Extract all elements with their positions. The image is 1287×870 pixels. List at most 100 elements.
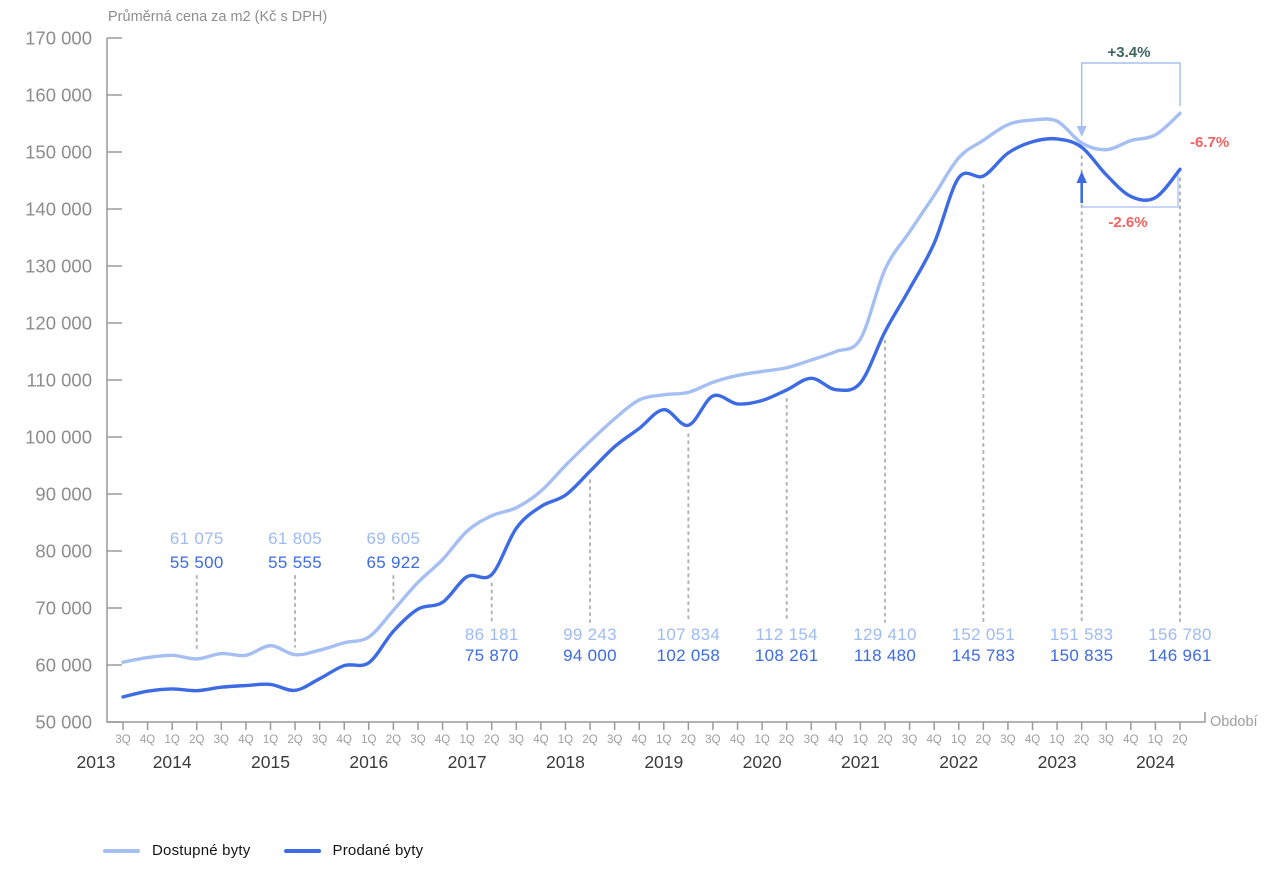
quarter-label: 1Q <box>754 734 769 746</box>
quarter-label: 2Q <box>877 734 892 746</box>
quarter-label: 1Q <box>164 734 179 746</box>
quarter-label: 4Q <box>435 734 450 746</box>
arrow-down-icon <box>1076 126 1087 137</box>
available-series-line <box>121 111 1182 664</box>
y-tick-label: 110 000 <box>27 370 93 391</box>
sold-value-label: 145 783 <box>952 646 1016 665</box>
available-change-bracket <box>1080 62 1181 128</box>
year-label: 2023 <box>1038 752 1077 772</box>
year-label: 2021 <box>841 752 880 772</box>
year-label: 2015 <box>251 752 290 772</box>
y-tick-label: 140 000 <box>25 199 92 220</box>
annotation-sold-change: -2.6% <box>1108 214 1147 231</box>
quarter-label: 1Q <box>1148 734 1163 746</box>
quarter-label: 2Q <box>976 734 991 746</box>
sold-line-swatch <box>283 848 321 853</box>
quarter-label: 2Q <box>189 734 204 746</box>
quarter-label: 3Q <box>804 734 819 746</box>
annotation-gap: -6.7% <box>1190 134 1229 151</box>
y-tick-label: 150 000 <box>25 142 92 163</box>
quarter-label: 2Q <box>681 734 696 746</box>
quarter-label: 3Q <box>902 734 917 746</box>
quarter-label: 4Q <box>1123 734 1138 746</box>
available-value-label: 61 075 <box>170 529 224 548</box>
quarter-label: 3Q <box>410 734 425 746</box>
available-value-label: 152 051 <box>952 625 1016 644</box>
year-label: 2014 <box>153 752 192 772</box>
y-tick-label: 130 000 <box>25 256 92 277</box>
year-label: 2018 <box>546 752 585 772</box>
sold-value-label: 108 261 <box>755 646 819 665</box>
quarter-label: 1Q <box>1049 734 1064 746</box>
y-tick-label: 120 000 <box>25 313 92 334</box>
available-value-label: 107 834 <box>657 625 721 644</box>
annotations: +3.4% -2.6% -6.7% <box>1076 44 1229 231</box>
value-labels: 61 075 55 500 61 805 55 555 69 605 65 922 86 1… <box>170 529 1212 665</box>
y-tick-label: 160 000 <box>25 85 92 106</box>
sold-value-label: 55 500 <box>170 553 224 572</box>
y-tick-label: 70 000 <box>35 598 92 619</box>
arrow-up-icon <box>1076 171 1087 183</box>
available-line-swatch <box>103 848 140 853</box>
sold-value-label: 55 555 <box>268 553 322 572</box>
year-label: 2022 <box>939 752 978 772</box>
quarter-label: 4Q <box>337 734 352 746</box>
quarter-label: 1Q <box>853 734 868 746</box>
sold-value-label: 146 961 <box>1148 646 1212 665</box>
sold-value-label: 118 480 <box>854 646 916 665</box>
quarter-label: 1Q <box>263 734 278 746</box>
year-label: 2017 <box>448 752 487 772</box>
available-value-label: 99 243 <box>563 625 617 644</box>
year-label: 2016 <box>349 752 388 772</box>
quarter-label: 4Q <box>533 734 548 746</box>
quarter-label: 2Q <box>287 734 302 746</box>
axes: 170 000 160 000 150 000 140 000 130 000 120 0… <box>25 28 1206 772</box>
x-axis-title: Období <box>1210 714 1258 730</box>
y-tick-label: 100 000 <box>25 427 92 448</box>
sold-value-label: 75 870 <box>465 646 519 665</box>
y-tick-label: 80 000 <box>35 541 92 562</box>
quarter-label: 3Q <box>509 734 524 746</box>
available-value-label: 69 605 <box>366 529 420 548</box>
year-label: 2024 <box>1136 752 1175 772</box>
available-value-label: 61 805 <box>268 529 322 548</box>
available-value-label: 86 181 <box>465 625 519 644</box>
available-value-label: 112 154 <box>756 625 818 644</box>
available-value-label: 156 780 <box>1148 625 1212 644</box>
quarter-label: 4Q <box>927 734 942 746</box>
available-value-label: 151 583 <box>1050 625 1114 644</box>
quarter-label: 1Q <box>459 734 474 746</box>
quarter-label: 3Q <box>607 734 622 746</box>
quarter-label: 4Q <box>828 734 843 746</box>
quarter-label: 4Q <box>730 734 745 746</box>
quarter-label: 2Q <box>484 734 499 746</box>
quarter-label: 2Q <box>1074 734 1089 746</box>
quarter-label: 3Q <box>1000 734 1015 746</box>
reference-dotted-lines <box>195 155 1181 652</box>
sold-change-bracket <box>1081 175 1179 208</box>
quarter-label: 1Q <box>951 734 966 746</box>
sold-value-label: 102 058 <box>657 646 721 665</box>
sold-value-label: 94 000 <box>563 646 617 665</box>
quarter-label: 4Q <box>238 734 253 746</box>
chart-title: Průměrná cena za m2 (Kč s DPH) <box>108 9 327 25</box>
legend-item-sold: Prodané byty <box>283 842 424 859</box>
sold-series-line <box>121 136 1182 699</box>
quarter-label: 2Q <box>386 734 401 746</box>
quarter-label: 1Q <box>361 734 376 746</box>
available-value-label: 129 410 <box>853 625 917 644</box>
quarter-label: 4Q <box>632 734 647 746</box>
sold-value-label: 65 922 <box>366 553 420 572</box>
sold-value-label: 150 835 <box>1050 646 1114 665</box>
quarter-label: 1Q <box>656 734 671 746</box>
quarter-label: 3Q <box>312 734 327 746</box>
quarter-label: 2Q <box>582 734 597 746</box>
legend-label-sold: Prodané byty <box>332 842 424 859</box>
quarter-label: 3Q <box>214 734 229 746</box>
series-lines <box>121 111 1182 699</box>
quarter-label: 3Q <box>705 734 720 746</box>
quarter-label: 2Q <box>779 734 794 746</box>
quarter-label: 4Q <box>140 734 155 746</box>
year-label: 2019 <box>644 752 683 772</box>
